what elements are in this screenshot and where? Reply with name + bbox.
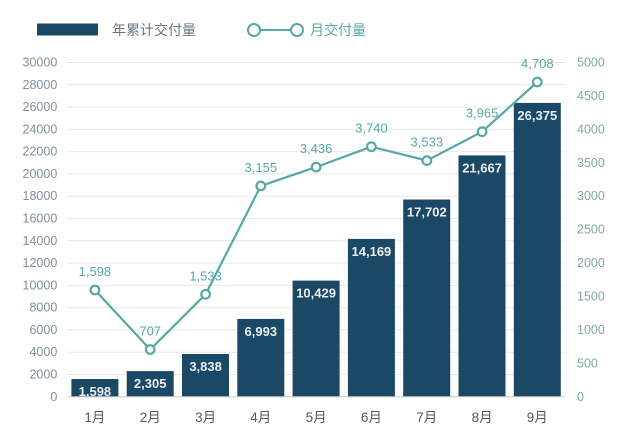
svg-text:2500: 2500: [577, 223, 605, 237]
svg-text:3,740: 3,740: [355, 121, 388, 136]
svg-text:4000: 4000: [577, 122, 605, 136]
svg-text:8000: 8000: [29, 301, 57, 315]
svg-text:3,436: 3,436: [300, 141, 333, 156]
svg-text:年累计交付量: 年累计交付量: [112, 22, 196, 38]
svg-text:26,375: 26,375: [517, 108, 557, 123]
svg-text:18000: 18000: [23, 189, 58, 203]
svg-text:2000: 2000: [29, 368, 57, 382]
svg-text:3月: 3月: [195, 410, 216, 425]
svg-text:3,838: 3,838: [189, 359, 222, 374]
svg-text:1000: 1000: [577, 323, 605, 337]
svg-text:500: 500: [577, 356, 598, 370]
svg-text:17,702: 17,702: [407, 205, 447, 220]
svg-text:4月: 4月: [250, 410, 271, 425]
svg-text:3,155: 3,155: [245, 160, 278, 175]
svg-text:4000: 4000: [29, 345, 57, 359]
svg-text:4,708: 4,708: [521, 56, 554, 71]
svg-text:1月: 1月: [84, 410, 105, 425]
svg-text:0: 0: [50, 390, 57, 404]
svg-text:6000: 6000: [29, 323, 57, 337]
svg-text:9月: 9月: [527, 410, 548, 425]
svg-text:14000: 14000: [23, 234, 58, 248]
svg-text:1,533: 1,533: [189, 268, 222, 283]
svg-text:28000: 28000: [23, 78, 58, 92]
svg-text:10000: 10000: [23, 278, 58, 292]
svg-text:2,305: 2,305: [134, 376, 167, 391]
svg-text:6月: 6月: [361, 410, 382, 425]
svg-text:3,533: 3,533: [411, 135, 444, 150]
svg-text:0: 0: [577, 390, 584, 404]
svg-text:8月: 8月: [472, 410, 493, 425]
svg-text:16000: 16000: [23, 212, 58, 226]
svg-text:2月: 2月: [140, 410, 161, 425]
svg-text:21,667: 21,667: [462, 160, 502, 175]
svg-text:3500: 3500: [577, 156, 605, 170]
svg-text:6,993: 6,993: [245, 324, 278, 339]
svg-text:26000: 26000: [23, 100, 58, 114]
svg-text:3000: 3000: [577, 189, 605, 203]
svg-text:7月: 7月: [416, 410, 437, 425]
svg-text:5月: 5月: [306, 410, 327, 425]
svg-text:2000: 2000: [577, 256, 605, 270]
svg-text:4500: 4500: [577, 89, 605, 103]
svg-text:14,169: 14,169: [352, 244, 392, 259]
svg-text:20000: 20000: [23, 167, 58, 181]
svg-text:月交付量: 月交付量: [310, 22, 366, 38]
svg-text:24000: 24000: [23, 122, 58, 136]
svg-text:30000: 30000: [23, 56, 58, 70]
svg-text:3,965: 3,965: [466, 106, 499, 121]
svg-text:12000: 12000: [23, 256, 58, 270]
svg-text:5000: 5000: [577, 56, 605, 70]
svg-text:1,598: 1,598: [79, 264, 112, 279]
svg-text:707: 707: [139, 324, 161, 339]
svg-text:10,429: 10,429: [296, 286, 336, 301]
svg-text:1500: 1500: [577, 290, 605, 304]
svg-text:22000: 22000: [23, 145, 58, 159]
